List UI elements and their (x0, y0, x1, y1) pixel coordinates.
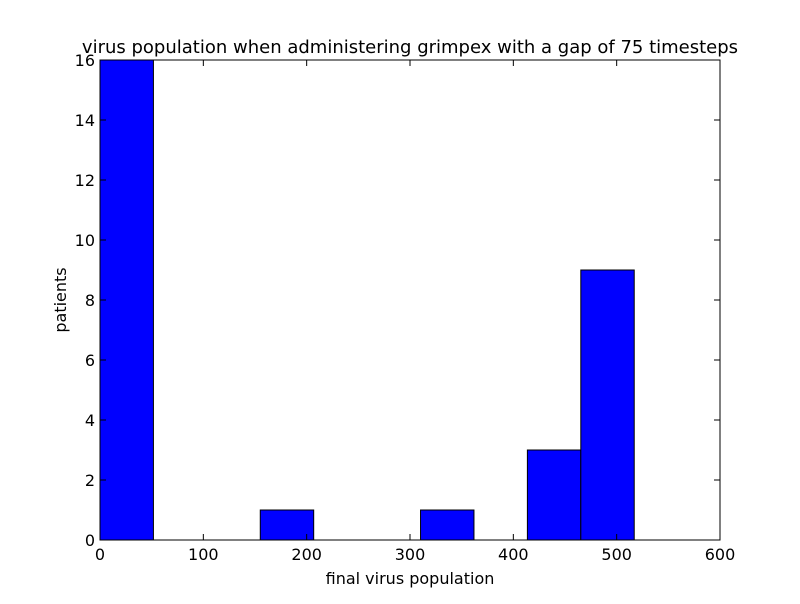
x-tick-label-400: 400 (498, 545, 529, 564)
y-tick-label-6: 6 (85, 351, 95, 370)
y-tick-label-0: 0 (85, 531, 95, 550)
y-tick-label-12: 12 (75, 171, 95, 190)
x-tick-label-200: 200 (291, 545, 322, 564)
chart-title: virus population when administering grim… (82, 37, 738, 58)
y-tick-label-10: 10 (75, 231, 95, 250)
y-tick-label-8: 8 (85, 291, 95, 310)
histogram-bar-0 (99, 59, 154, 541)
x-tick-label-100: 100 (188, 545, 219, 564)
x-tick-label-300: 300 (395, 545, 426, 564)
y-tick-label-14: 14 (75, 111, 95, 130)
histogram-bar-6 (420, 509, 475, 541)
x-tick-label-0: 0 (95, 545, 105, 564)
x-axis-label: final virus population (326, 569, 495, 588)
x-tick-label-600: 600 (705, 545, 736, 564)
histogram-bar-9 (580, 269, 635, 541)
y-tick-label-16: 16 (75, 51, 95, 70)
x-tick-label-500: 500 (601, 545, 632, 564)
histogram-bar-3 (259, 509, 315, 541)
plot-frame (99, 59, 721, 541)
y-tick-label-2: 2 (85, 471, 95, 490)
y-axis-label: patients (51, 267, 70, 332)
histogram-bar-8 (526, 449, 582, 541)
ticks-group: 0 100 200 300 400 500 600 0 2 4 6 8 10 12 14 16 (75, 51, 736, 564)
bars-group (99, 59, 635, 541)
y-tick-label-4: 4 (85, 411, 95, 430)
